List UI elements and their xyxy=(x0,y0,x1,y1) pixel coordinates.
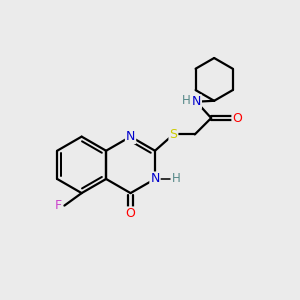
Text: O: O xyxy=(232,112,242,124)
Text: O: O xyxy=(126,207,136,220)
Text: S: S xyxy=(169,128,177,141)
Text: H: H xyxy=(182,94,190,107)
Text: N: N xyxy=(192,95,201,108)
Text: F: F xyxy=(54,199,61,212)
Text: N: N xyxy=(150,172,160,185)
Text: N: N xyxy=(126,130,135,143)
Text: H: H xyxy=(172,172,181,185)
